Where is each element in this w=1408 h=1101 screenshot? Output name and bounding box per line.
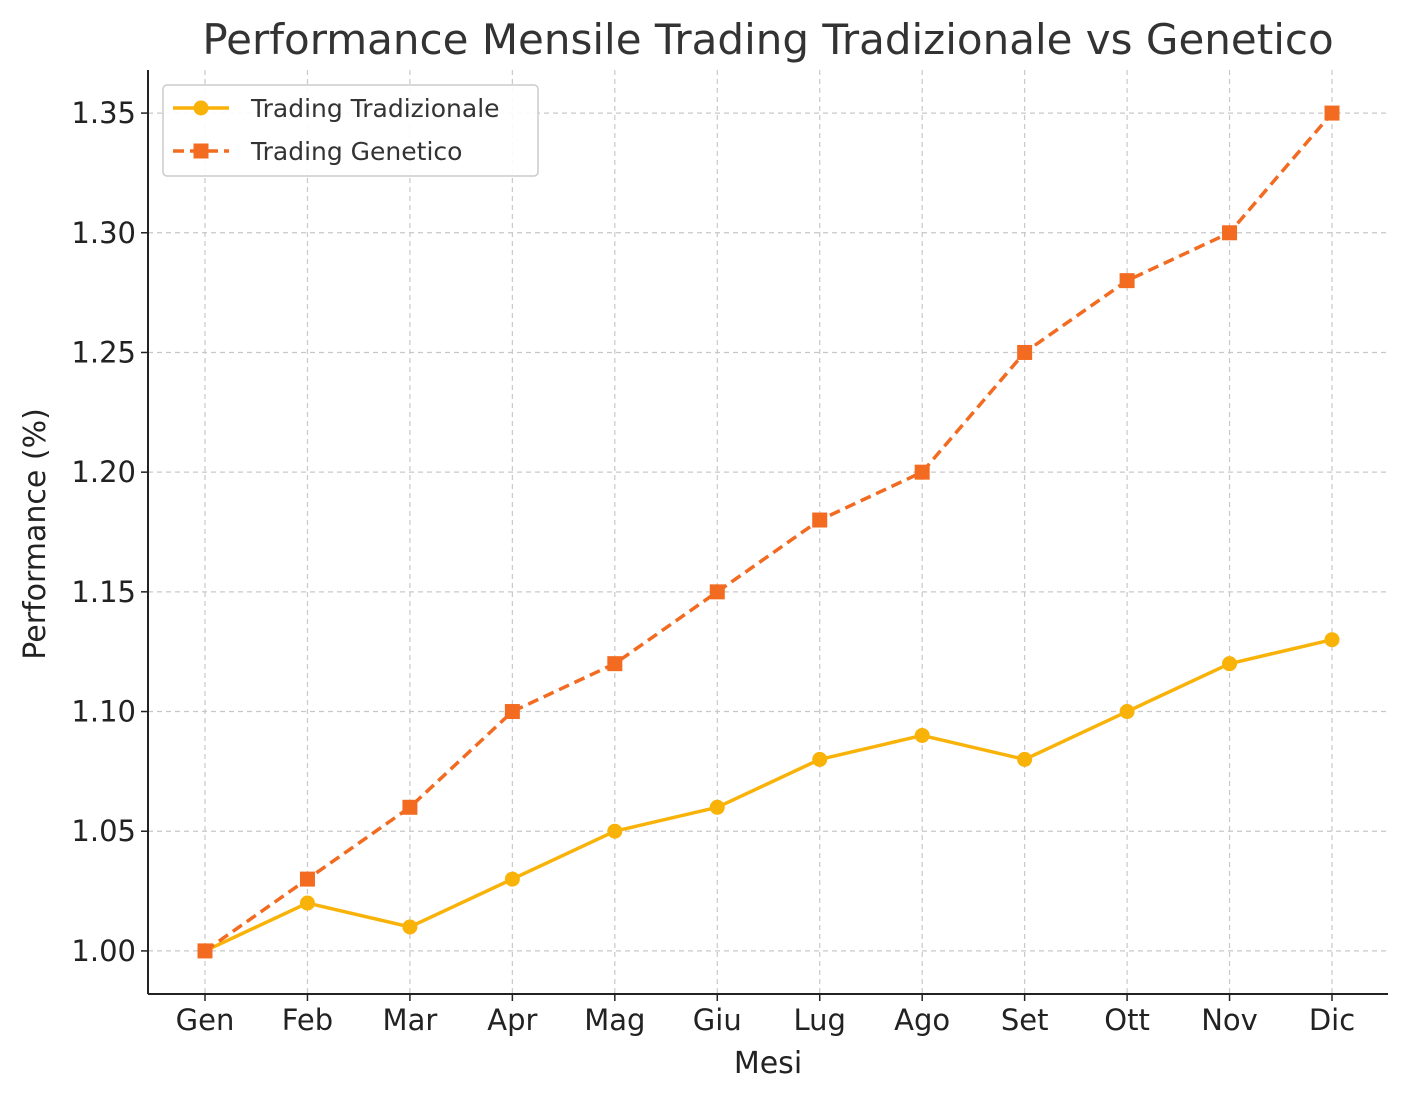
tick-labels: Gen Feb Mar Apr Mag Giu Lug Ago Set Ott Nov Dic 1.00…	[71, 96, 1355, 1037]
y-tick-label: 1.30	[71, 216, 136, 250]
y-tick-label: 1.20	[71, 455, 136, 489]
y-tick-label: 1.35	[71, 96, 136, 130]
data-point	[812, 512, 828, 528]
y-tick-label: 1.00	[71, 934, 136, 968]
y-tick-label: 1.15	[71, 575, 136, 609]
grid-lines	[148, 70, 1388, 994]
x-tick-label: Mar	[383, 1003, 438, 1037]
x-tick-label: Giu	[693, 1003, 742, 1037]
data-point	[504, 871, 520, 887]
data-point	[607, 823, 623, 839]
data-point	[812, 751, 828, 767]
data-point	[402, 799, 418, 815]
data-point	[709, 584, 725, 600]
data-point	[299, 895, 315, 911]
data-point	[402, 919, 418, 935]
x-tick-label: Lug	[794, 1003, 846, 1037]
x-tick-label: Mag	[584, 1003, 645, 1037]
legend-marker	[193, 143, 209, 159]
x-tick-label: Feb	[282, 1003, 333, 1037]
legend-marker	[193, 100, 209, 116]
x-tick-label: Nov	[1201, 1003, 1258, 1037]
data-point	[1119, 704, 1135, 720]
x-axis-label: Mesi	[734, 1046, 802, 1081]
y-tick-label: 1.25	[71, 335, 136, 369]
data-point	[1324, 105, 1340, 121]
series-trading-genetico	[197, 105, 1340, 959]
data-point	[1119, 273, 1135, 289]
data-point	[914, 727, 930, 743]
data-point	[709, 799, 725, 815]
y-tick-label: 1.05	[71, 814, 136, 848]
data-point	[299, 871, 315, 887]
x-tick-label: Ott	[1104, 1003, 1150, 1037]
series-line	[203, 637, 1334, 953]
y-tick-label: 1.10	[71, 695, 136, 729]
x-tick-label: Ago	[894, 1003, 950, 1037]
y-axis-label: Performance (%)	[18, 408, 53, 660]
data-point	[1324, 632, 1340, 648]
legend-box	[162, 84, 539, 177]
legend-label: Trading Tradizionale	[250, 94, 500, 123]
data-point	[607, 656, 623, 672]
chart-title: Performance Mensile Trading Tradizionale…	[202, 15, 1333, 64]
data-point	[1017, 751, 1033, 767]
data-point	[504, 704, 520, 720]
data-point	[197, 943, 213, 959]
x-tick-label: Set	[1001, 1003, 1049, 1037]
legend-label: Trading Genetico	[250, 137, 462, 166]
x-tick-label: Gen	[176, 1003, 235, 1037]
data-point	[1222, 656, 1238, 672]
data-point	[914, 464, 930, 480]
data-point	[1222, 225, 1238, 241]
series-line	[203, 111, 1334, 953]
data-point	[1017, 344, 1033, 360]
x-tick-label: Dic	[1309, 1003, 1355, 1037]
legend: Trading Tradizionale Trading Genetico	[162, 84, 539, 177]
axes	[147, 70, 1388, 995]
series-lines	[197, 105, 1340, 959]
x-tick-label: Apr	[487, 1003, 537, 1037]
